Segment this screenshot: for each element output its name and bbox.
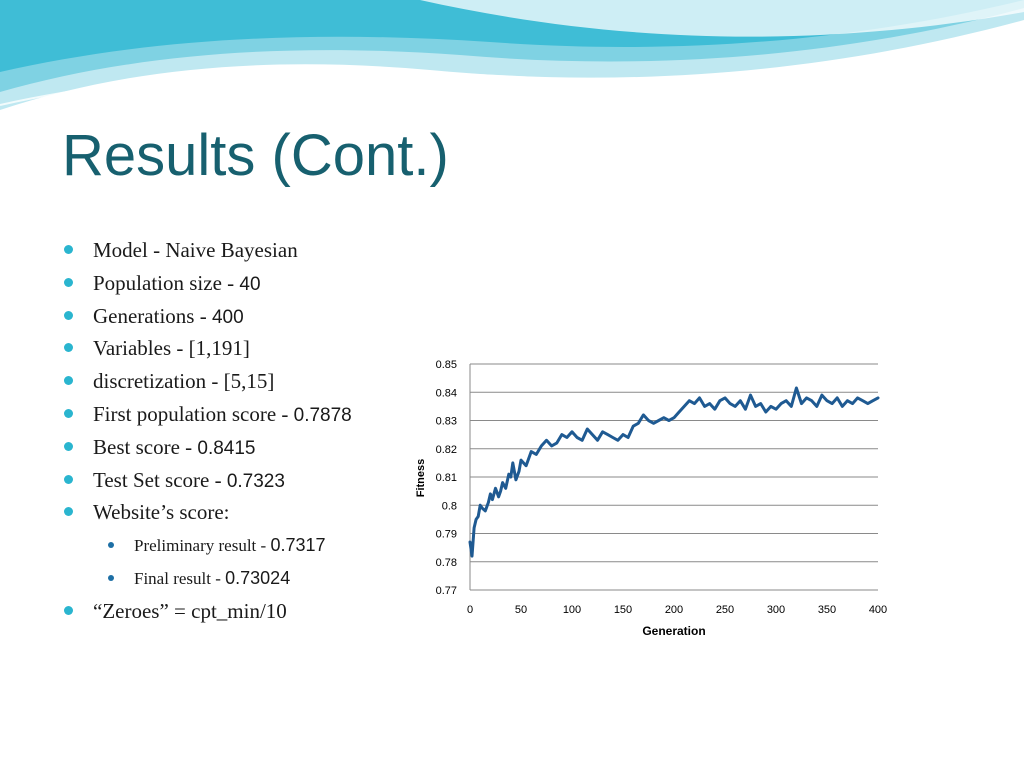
bullet-text: Website’s score:: [93, 500, 230, 525]
list-item: Variables - [1,191]: [60, 334, 430, 367]
y-axis-label: Fitness: [415, 459, 427, 498]
x-tick-labels: 0 50 100 150 200 250 300 350 400: [467, 604, 887, 616]
sub-bullet-dot-icon: [108, 574, 114, 581]
y-tick-label: 0.82: [436, 444, 457, 456]
y-tick-label: 0.83: [436, 416, 457, 428]
list-item: First population score - 0.7878: [60, 400, 430, 433]
list-item: Website’s score:: [60, 498, 430, 531]
header-wave-decoration: [0, 0, 1024, 110]
page-title: Results (Cont.): [62, 123, 449, 188]
fitness-line-chart: 0.77 0.78 0.79 0.8 0.81 0.82 0.83 0.84 0.85 0 50 1…: [415, 359, 887, 638]
bullet-dot-icon: [64, 245, 73, 254]
bullet-dot-icon: [64, 507, 73, 517]
bullet-text: Final result -: [134, 568, 226, 588]
list-item: Population size - 40: [60, 269, 430, 302]
bullet-dot-icon: [64, 343, 73, 353]
x-tick-label: 0: [467, 604, 473, 616]
x-tick-label: 200: [665, 604, 683, 616]
chart-series: [468, 386, 880, 558]
bullet-text: Variables - [1,191]: [93, 336, 250, 361]
bullet-value: 0.7323: [226, 470, 285, 492]
list-item: Model - Naive Bayesian: [60, 236, 430, 269]
bullet-dot-icon: [64, 441, 73, 451]
x-tick-label: 50: [515, 604, 527, 616]
bullet-dot-icon: [64, 310, 73, 320]
bullet-text: discretization - [5,15]: [93, 369, 275, 394]
fitness-series-line: [468, 386, 880, 558]
bullet-text: Preliminary result -: [134, 536, 271, 556]
list-item: discretization - [5,15]: [60, 367, 430, 400]
y-tick-labels: 0.77 0.78 0.79 0.8 0.81 0.82 0.83 0.84 0.85: [436, 359, 457, 597]
bullet-dot-icon: [64, 605, 73, 615]
y-tick-label: 0.85: [436, 359, 457, 371]
y-tick-label: 0.81: [436, 472, 457, 484]
sub-list-item: Final result - 0.73024: [60, 564, 430, 597]
y-tick-label: 0.77: [436, 585, 457, 597]
y-tick-label: 0.78: [436, 557, 457, 569]
bullet-dot-icon: [64, 474, 73, 484]
bullet-dot-icon: [64, 277, 73, 287]
bullet-value: 0.8415: [197, 437, 256, 459]
x-axis-label: Generation: [642, 624, 705, 638]
sub-bullet-dot-icon: [108, 542, 114, 549]
x-tick-label: 400: [869, 604, 887, 616]
bullet-text: Test Set score -: [93, 467, 227, 492]
bullet-dot-icon: [64, 408, 73, 418]
bullet-text: Generations -: [93, 303, 212, 328]
bullet-value: 400: [211, 306, 244, 328]
bullet-list: Model - Naive Bayesian Population size -…: [60, 236, 430, 630]
bullet-text: Model - Naive Bayesian: [93, 238, 298, 262]
bullet-text: Population size -: [93, 270, 240, 295]
y-tick-label: 0.8: [442, 500, 457, 512]
bullet-text: “Zeroes” = cpt_min/10: [93, 598, 287, 623]
bullet-dot-icon: [64, 376, 73, 386]
y-tick-label: 0.84: [436, 387, 457, 399]
y-tick-label: 0.79: [436, 529, 457, 541]
x-tick-label: 250: [716, 604, 734, 616]
list-item: Best score - 0.8415: [60, 433, 430, 466]
sub-list-item: Preliminary result - 0.7317: [60, 531, 430, 564]
bullet-value: 40: [239, 273, 261, 295]
bullet-value: 0.7878: [293, 404, 352, 426]
x-tick-label: 350: [818, 604, 836, 616]
x-tick-label: 150: [614, 604, 632, 616]
list-item: “Zeroes” = cpt_min/10: [60, 597, 430, 630]
bullet-value: 0.73024: [225, 567, 291, 588]
x-tick-label: 100: [563, 604, 581, 616]
bullet-value: 0.7317: [270, 535, 326, 556]
bullet-text: Best score -: [93, 434, 198, 459]
list-item: Test Set score - 0.7323: [60, 466, 430, 499]
bullet-text: First population score -: [93, 401, 294, 426]
list-item: Generations - 400: [60, 302, 430, 335]
chart-grid: [470, 363, 878, 591]
x-tick-label: 300: [767, 604, 785, 616]
